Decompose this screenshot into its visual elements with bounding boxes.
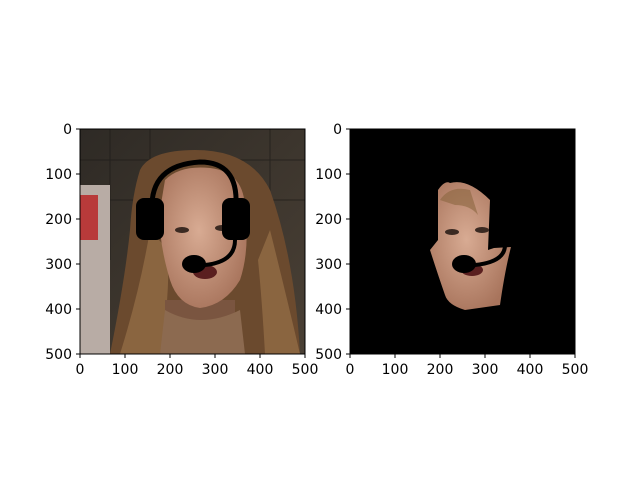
y-tick-label-left-100: 100 bbox=[45, 167, 72, 183]
y-tick-label-right-200: 200 bbox=[315, 212, 342, 228]
x-tick-label-left-500: 500 bbox=[292, 362, 319, 378]
x-tick-label-left-200: 200 bbox=[157, 362, 184, 378]
x-tick-label-right-400: 400 bbox=[517, 362, 544, 378]
microphone-overlay bbox=[452, 244, 507, 273]
x-tick-label-right-0: 0 bbox=[346, 362, 355, 378]
x-tick-label-left-300: 300 bbox=[202, 362, 229, 378]
y-tick-label-left-500: 500 bbox=[45, 347, 72, 363]
photo-with-headset bbox=[80, 129, 305, 354]
y-tick-label-left-200: 200 bbox=[45, 212, 72, 228]
x-tick-label-right-200: 200 bbox=[427, 362, 454, 378]
x-tick-label-left-0: 0 bbox=[76, 362, 85, 378]
y-tick-label-right-400: 400 bbox=[315, 302, 342, 318]
x-tick-label-right-300: 300 bbox=[472, 362, 499, 378]
segmented-face bbox=[350, 129, 575, 354]
headset-overlay bbox=[136, 159, 250, 273]
x-tick-label-right-100: 100 bbox=[382, 362, 409, 378]
y-tick-label-right-500: 500 bbox=[315, 347, 342, 363]
y-tick-label-left-0: 0 bbox=[63, 122, 72, 138]
y-tick-label-left-300: 300 bbox=[45, 257, 72, 273]
axes-frame-left bbox=[79, 128, 306, 355]
y-tick-label-right-300: 300 bbox=[315, 257, 342, 273]
axes-frame-right bbox=[349, 128, 576, 355]
y-tick-label-right-100: 100 bbox=[315, 167, 342, 183]
x-tick-label-left-100: 100 bbox=[112, 362, 139, 378]
y-tick-label-right-0: 0 bbox=[333, 122, 342, 138]
x-tick-label-right-500: 500 bbox=[562, 362, 589, 378]
y-tick-label-left-400: 400 bbox=[45, 302, 72, 318]
x-tick-label-left-400: 400 bbox=[247, 362, 274, 378]
